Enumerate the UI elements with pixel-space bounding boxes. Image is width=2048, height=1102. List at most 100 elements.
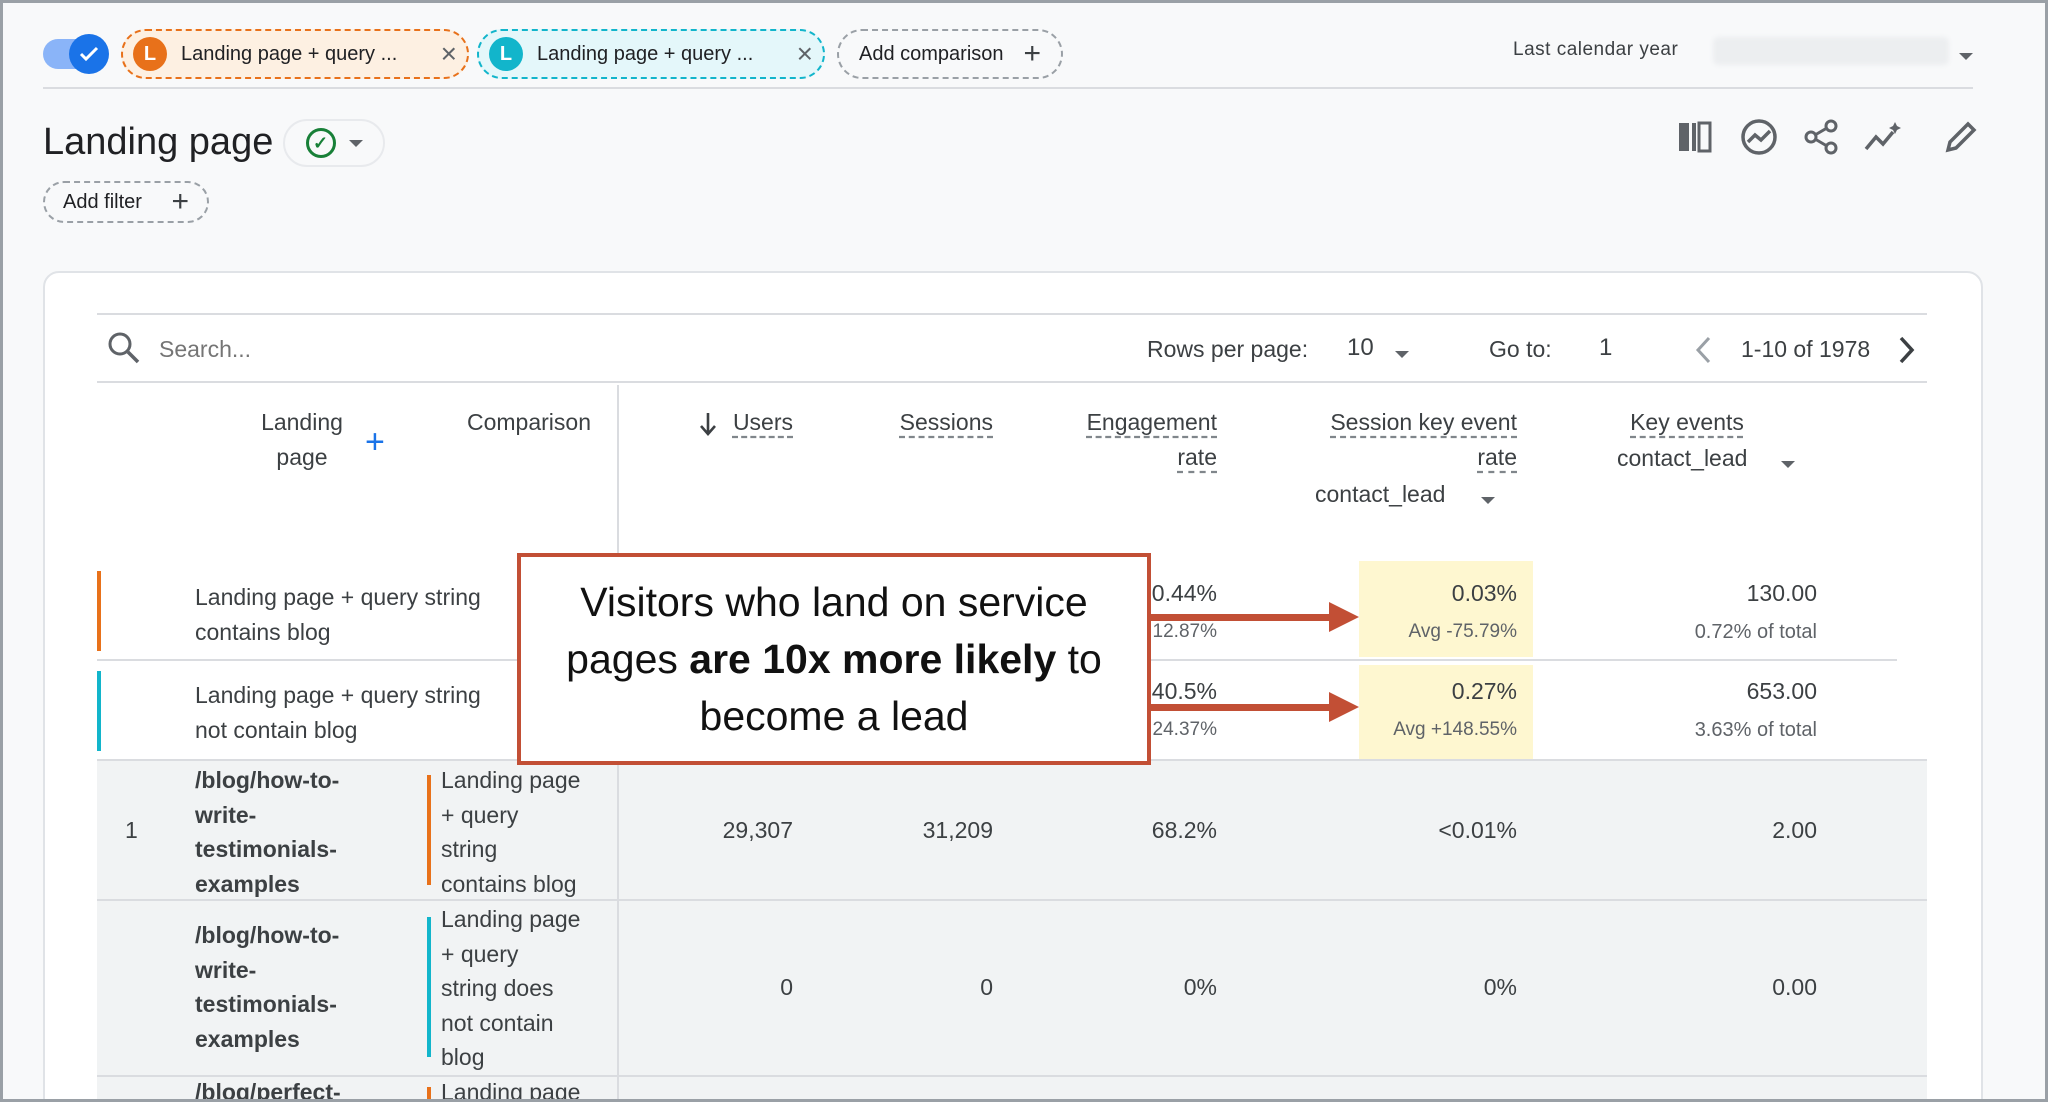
- row-users: 29,307: [722, 817, 793, 843]
- page-line: /blog/how-to-: [195, 767, 340, 793]
- add-comparison-button[interactable]: Add comparison +: [837, 29, 1063, 79]
- close-icon[interactable]: ×: [440, 38, 457, 69]
- row-key-events: 0.00: [1772, 974, 1817, 1000]
- chevron-right-icon[interactable]: [1897, 335, 1917, 370]
- summary-key-events-share-not-blog: 3.63% of total: [1694, 719, 1817, 741]
- chevron-down-icon[interactable]: [1781, 455, 1795, 473]
- row-landing-page-link[interactable]: /blog/how-to- write- testimonials- examp…: [195, 763, 339, 901]
- sort-arrow-down-icon[interactable]: [699, 411, 717, 442]
- callout-arrow-line: [1151, 704, 1331, 711]
- summary-label-line1: Landing page + query string: [195, 682, 481, 708]
- add-dimension-plus-icon[interactable]: +: [365, 423, 385, 461]
- row-landing-page-link[interactable]: /blog/how-to- write- testimonials- examp…: [195, 918, 339, 1056]
- chevron-down-icon[interactable]: [1481, 491, 1495, 509]
- header-engagement-rate[interactable]: Engagement rate: [1033, 405, 1217, 475]
- page-line: examples: [195, 1025, 300, 1052]
- comparison-chip-label: Landing page + query ...: [537, 42, 754, 65]
- row-users: 0: [780, 974, 793, 1000]
- comp-line: string: [441, 836, 498, 862]
- summary-engagement-blog: 0.44%: [1151, 580, 1217, 606]
- comparison-color-bar-teal: [427, 917, 431, 1057]
- customize-columns-icon[interactable]: [1675, 117, 1715, 157]
- insights-chart-icon[interactable]: [1739, 117, 1779, 157]
- date-range-value-blurred[interactable]: [1713, 37, 1949, 65]
- header-skr-line2: rate: [1477, 444, 1517, 470]
- row-divider: [97, 899, 1927, 901]
- pagination-range: 1-10 of 1978: [1741, 336, 1871, 362]
- comparison-color-bar-orange: [97, 571, 101, 651]
- summary-label-line1: Landing page + query string: [195, 584, 481, 610]
- page-line: examples: [195, 870, 300, 897]
- row-sessions: 31,209: [922, 817, 993, 843]
- date-range-label: Last calendar year: [1513, 39, 1679, 60]
- row-divider: [97, 1075, 1927, 1077]
- summary-label-blog: Landing page + query string contains blo…: [195, 580, 481, 650]
- header-sessions[interactable]: Sessions: [899, 409, 993, 435]
- page-line: testimonials-: [195, 836, 337, 862]
- comparison-chip-label: Landing page + query ...: [181, 42, 398, 65]
- comparison-toggle[interactable]: [43, 34, 109, 74]
- comp-line: not contain: [441, 1009, 554, 1036]
- goto-label: Go to:: [1489, 336, 1552, 362]
- share-icon[interactable]: [1801, 117, 1841, 157]
- header-session-key-event-rate[interactable]: Session key event rate: [1273, 405, 1517, 475]
- search-input[interactable]: [159, 333, 559, 365]
- date-dropdown-icon[interactable]: [1959, 47, 1973, 65]
- page-line: testimonials-: [195, 991, 337, 1017]
- row-session-key-event-rate: 0%: [1483, 974, 1517, 1000]
- header-divider: [43, 87, 1973, 89]
- edit-pencil-icon[interactable]: [1941, 117, 1981, 157]
- summary-engagement-sub-blog: 12.87%: [1152, 621, 1217, 642]
- goto-input[interactable]: 1: [1599, 334, 1613, 361]
- skr-event-select[interactable]: contact_lead: [1315, 481, 1446, 507]
- header-key-events[interactable]: Key events: [1603, 405, 1771, 440]
- row-comparison-label: Landing page + query string contains blo…: [441, 763, 580, 901]
- comparison-color-bar-teal: [97, 671, 101, 751]
- arrow-right-icon: [1329, 692, 1359, 722]
- chevron-left-icon[interactable]: [1693, 335, 1713, 370]
- add-filter-button[interactable]: Add filter +: [43, 181, 209, 223]
- summary-engagement-sub-not-blog: 24.37%: [1152, 719, 1217, 740]
- summary-skr-avg-blog: Avg -75.79%: [1408, 621, 1517, 642]
- row-landing-page-link[interactable]: /blog/perfect-: [195, 1079, 341, 1102]
- comp-line: contains blog: [441, 870, 577, 897]
- rows-dropdown-icon[interactable]: [1395, 345, 1409, 363]
- page-line: write-: [195, 801, 257, 828]
- summary-key-events-not-blog: 653.00: [1746, 678, 1817, 704]
- comp-line: Landing page: [441, 767, 581, 793]
- callout-arrow-line: [1151, 614, 1331, 621]
- summary-label-not-blog: Landing page + query string not contain …: [195, 678, 481, 748]
- header-landing-page[interactable]: Landing page: [247, 405, 357, 475]
- comparison-chip-blog[interactable]: L Landing page + query ... ×: [121, 29, 469, 79]
- header-comparison: Comparison: [467, 409, 591, 435]
- title-status-dropdown[interactable]: ✓: [283, 119, 385, 167]
- summary-key-events-blog: 130.00: [1746, 580, 1817, 606]
- header-users[interactable]: Users: [732, 409, 793, 435]
- summary-key-events-share-blog: 0.72% of total: [1694, 621, 1817, 643]
- summary-label-line2: contains blog: [195, 619, 331, 645]
- key-events-select[interactable]: contact_lead: [1617, 445, 1748, 471]
- row-comparison-label: Landing page + query string does not con…: [441, 902, 580, 1075]
- add-filter-label: Add filter: [63, 190, 142, 213]
- comp-line: string does: [441, 975, 554, 1001]
- rows-per-page-select[interactable]: 10: [1347, 334, 1374, 361]
- row-engagement-rate: 0%: [1183, 974, 1217, 1000]
- trend-sparkle-icon[interactable]: [1863, 117, 1903, 157]
- header-engagement-line1: Engagement: [1086, 409, 1217, 435]
- highlight-cell: [1359, 665, 1533, 759]
- comparison-chip-not-blog[interactable]: L Landing page + query ... ×: [477, 29, 825, 79]
- data-rows-background: [97, 760, 1927, 1099]
- callout-text-pre: Visitors who land on service pages: [566, 578, 1088, 682]
- comparison-color-bar-orange: [427, 1087, 431, 1099]
- callout-text-post: to become a lead: [699, 635, 1102, 739]
- callout-text: Visitors who land on service pages are 1…: [521, 574, 1147, 745]
- comp-line: + query: [441, 940, 519, 967]
- row-engagement-rate: 68.2%: [1151, 817, 1217, 843]
- row-session-key-event-rate: <0.01%: [1438, 817, 1517, 843]
- close-icon[interactable]: ×: [796, 38, 813, 69]
- header-landing-line2: page: [276, 444, 328, 470]
- header-engagement-line2: rate: [1177, 444, 1217, 470]
- comparison-badge: L: [489, 37, 523, 71]
- table-toolbar: [97, 313, 1927, 383]
